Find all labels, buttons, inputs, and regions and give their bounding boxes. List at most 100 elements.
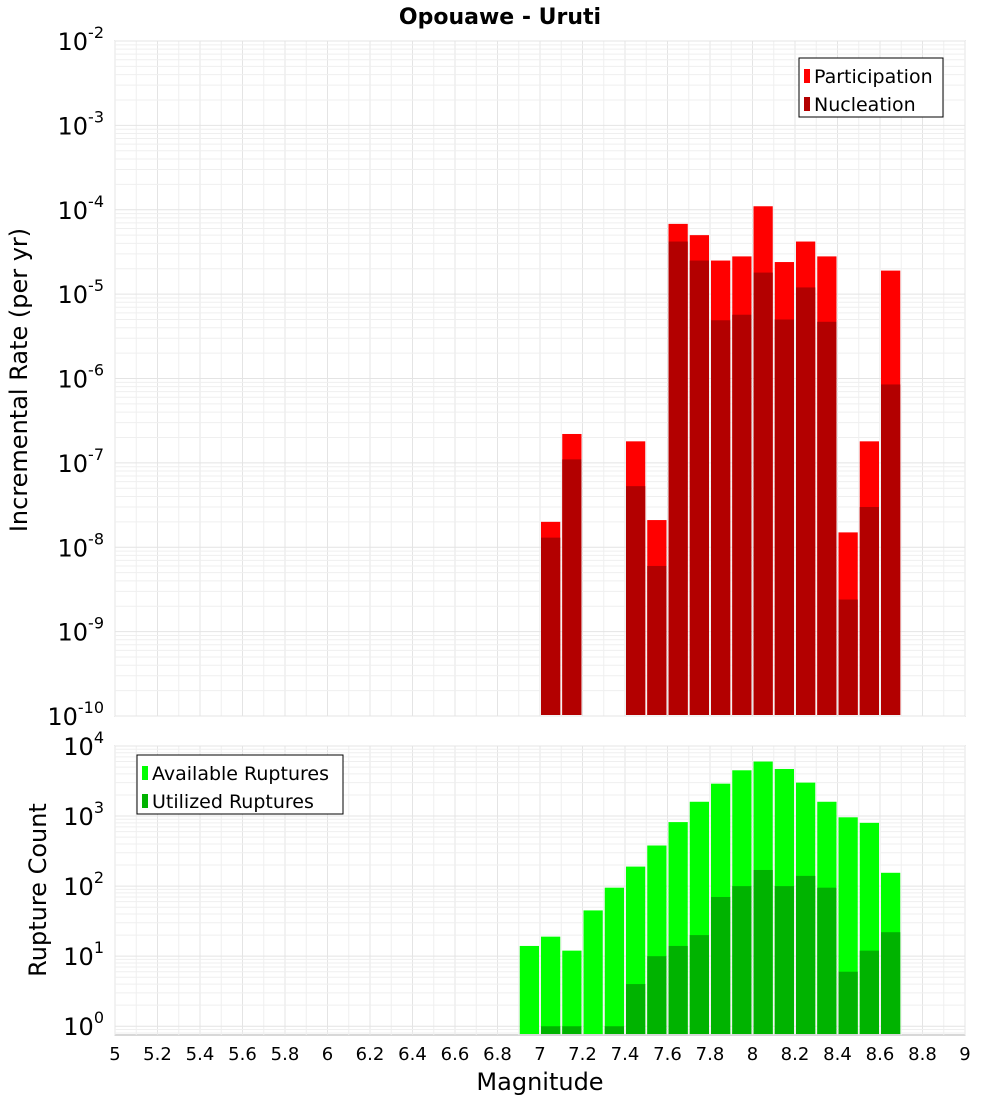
x-tick-label: 5.2 bbox=[143, 1044, 172, 1065]
bar-available-ruptures bbox=[519, 945, 539, 1034]
legend-swatch bbox=[804, 97, 810, 111]
bar-utilized-ruptures bbox=[604, 1026, 624, 1034]
y-tick-exponent: 3 bbox=[94, 798, 104, 817]
y-tick-label: 103 bbox=[63, 798, 104, 831]
y-tick-label: 104 bbox=[63, 728, 104, 761]
y-tick-label: 10-9 bbox=[58, 614, 105, 647]
bar-nucleation bbox=[732, 314, 752, 715]
y-tick-label: 10-5 bbox=[58, 276, 105, 309]
bar-nucleation bbox=[796, 287, 816, 715]
bar-utilized-ruptures bbox=[541, 1026, 561, 1034]
x-tick-label: 5.4 bbox=[186, 1044, 215, 1065]
x-tick-label: 7 bbox=[534, 1044, 545, 1065]
bar-utilized-ruptures bbox=[796, 875, 816, 1034]
legend-box bbox=[798, 57, 944, 118]
bar-utilized-ruptures bbox=[689, 935, 709, 1034]
bar-available-ruptures bbox=[604, 887, 624, 1034]
y-tick-exponent: -4 bbox=[88, 192, 104, 211]
x-tick-label: 7.8 bbox=[696, 1044, 725, 1065]
bar-nucleation bbox=[753, 272, 773, 715]
legend-swatch bbox=[142, 766, 148, 780]
bar-utilized-ruptures bbox=[838, 971, 858, 1034]
y-tick-exponent: 4 bbox=[94, 728, 104, 747]
y-tick-label: 10-7 bbox=[58, 445, 105, 478]
bar-utilized-ruptures bbox=[647, 956, 667, 1034]
x-tick-label: 7.4 bbox=[611, 1044, 640, 1065]
y-tick-label: 10-2 bbox=[58, 23, 105, 56]
x-tick-label: 6.2 bbox=[356, 1044, 385, 1065]
y-tick-label: 10-4 bbox=[58, 192, 105, 225]
y-tick-exponent: -9 bbox=[88, 614, 104, 633]
y-tick-exponent: -8 bbox=[88, 529, 104, 548]
y-tick-label: 102 bbox=[63, 868, 104, 901]
legend: Participation Nucleation bbox=[798, 57, 944, 118]
bar-nucleation bbox=[817, 321, 837, 715]
bar-nucleation bbox=[774, 319, 794, 715]
bar-nucleation bbox=[562, 459, 582, 715]
y-tick-exponent: 1 bbox=[94, 938, 104, 957]
y-tick-exponent: -7 bbox=[88, 445, 104, 464]
y-tick-label: 101 bbox=[63, 938, 104, 971]
bar-nucleation bbox=[668, 241, 688, 716]
bar-utilized-ruptures bbox=[817, 887, 837, 1034]
bar-nucleation bbox=[689, 260, 709, 715]
legend: Available Ruptures Utilized Ruptures bbox=[136, 754, 344, 815]
bar-utilized-ruptures bbox=[668, 945, 688, 1034]
legend-entry: Utilized Ruptures bbox=[152, 791, 314, 813]
bar-utilized-ruptures bbox=[774, 886, 794, 1034]
x-tick-label: 9 bbox=[959, 1044, 970, 1065]
series-nucleation bbox=[541, 241, 901, 716]
x-axis-label: Magnitude bbox=[476, 1068, 603, 1096]
x-tick-label: 5.8 bbox=[271, 1044, 300, 1065]
x-tick-label: 6.8 bbox=[483, 1044, 512, 1065]
x-tick-label: 6 bbox=[322, 1044, 333, 1065]
bar-nucleation bbox=[859, 506, 879, 715]
y-tick-label: 10-8 bbox=[58, 529, 105, 562]
x-tick-label: 7.6 bbox=[653, 1044, 682, 1065]
y-tick-label: 10-3 bbox=[58, 107, 105, 140]
bar-utilized-ruptures bbox=[881, 932, 901, 1034]
x-tick-label: 7.2 bbox=[568, 1044, 597, 1065]
x-tick-label: 6.4 bbox=[398, 1044, 427, 1065]
y-tick-exponent: -10 bbox=[78, 698, 104, 717]
bar-utilized-ruptures bbox=[732, 886, 752, 1034]
legend-entry: Participation bbox=[814, 66, 933, 88]
bar-available-ruptures bbox=[541, 936, 561, 1034]
y-tick-exponent: -2 bbox=[88, 23, 104, 42]
y-tick-label: 10-10 bbox=[47, 698, 104, 731]
y-tick-exponent: 0 bbox=[94, 1008, 104, 1027]
y-tick-exponent: -6 bbox=[88, 361, 104, 380]
legend-box bbox=[136, 754, 344, 815]
y-tick-exponent: 2 bbox=[94, 868, 104, 887]
x-tick-label: 8.8 bbox=[908, 1044, 937, 1065]
bar-utilized-ruptures bbox=[711, 896, 731, 1034]
bar-utilized-ruptures bbox=[859, 950, 879, 1034]
x-tick-label: 8.2 bbox=[781, 1044, 810, 1065]
y-tick-label: 10-6 bbox=[58, 361, 105, 394]
x-tick-label: 8 bbox=[747, 1044, 758, 1065]
bar-nucleation bbox=[541, 537, 561, 715]
legend-swatch bbox=[142, 794, 148, 808]
bar-nucleation bbox=[881, 384, 901, 715]
chart-title: Opouawe - Uruti bbox=[399, 5, 601, 30]
bar-nucleation bbox=[711, 320, 731, 715]
y-tick-exponent: -3 bbox=[88, 107, 104, 126]
bar-utilized-ruptures bbox=[626, 984, 646, 1034]
x-tick-label: 8.4 bbox=[823, 1044, 852, 1065]
bar-utilized-ruptures bbox=[753, 869, 773, 1034]
bar-available-ruptures bbox=[583, 910, 603, 1034]
bar-nucleation bbox=[838, 599, 858, 715]
legend-entry: Nucleation bbox=[814, 94, 916, 116]
bar-utilized-ruptures bbox=[562, 1026, 582, 1034]
rate-plot: 10-10 10-9 10-8 10-7 10-6 10-5 10-4 10-3 10-2 Par… bbox=[47, 23, 966, 731]
top-y-axis-label: Incremental Rate (per yr) bbox=[5, 228, 33, 532]
y-tick-label: 100 bbox=[63, 1008, 104, 1041]
bottom-y-axis-label: Rupture Count bbox=[24, 803, 52, 977]
bar-nucleation bbox=[647, 565, 667, 715]
y-tick-exponent: -5 bbox=[88, 276, 104, 295]
legend-swatch bbox=[804, 69, 810, 83]
x-tick-label: 5 bbox=[109, 1044, 120, 1065]
series-utilized-ruptures bbox=[541, 869, 901, 1034]
x-tick-label: 5.6 bbox=[228, 1044, 257, 1065]
